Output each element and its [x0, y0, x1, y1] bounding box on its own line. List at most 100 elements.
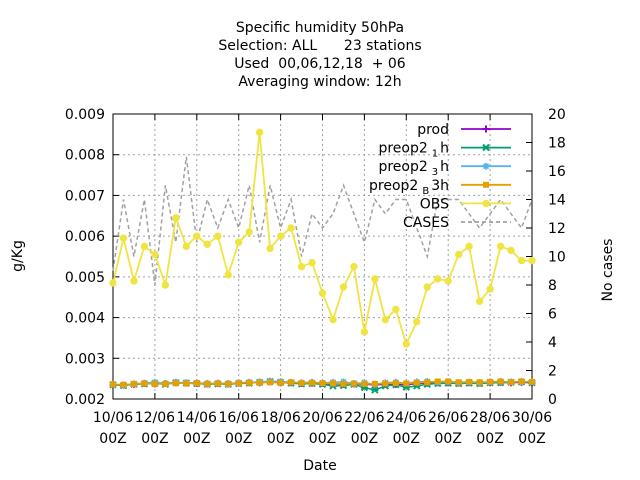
y-tick-label: 0.005 [65, 270, 105, 286]
legend-label: prod [417, 122, 449, 138]
preop2_B3h-point [413, 379, 420, 386]
legend-entry-preop2_3h: preop2 3 h [378, 159, 511, 178]
obs-point [140, 242, 149, 251]
y2-tick-label: 6 [548, 307, 557, 323]
preop2_B3h-point [466, 378, 473, 385]
y-tick-label: 0.009 [65, 107, 105, 123]
obs-point [465, 242, 473, 251]
title-line: Specific humidity 50hPa [236, 20, 404, 36]
y-tick-label: 0.002 [65, 392, 105, 408]
y-axis-label: g/Kg [10, 240, 26, 272]
obs-point [381, 315, 390, 324]
preop2_B3h-point [361, 380, 368, 387]
preop2_B3h-point [382, 380, 389, 387]
obs-point [318, 289, 327, 297]
obs-point [371, 275, 379, 283]
obs-point [203, 240, 211, 248]
preop2_B3h-point [455, 379, 462, 386]
x-tick-label-time: 00Z [225, 431, 252, 447]
legend-label: OBS [420, 196, 449, 212]
obs-point [517, 256, 526, 265]
obs-point [193, 232, 201, 240]
preop2_B3h-point [392, 380, 399, 387]
preop2_B3h-point [256, 379, 263, 386]
obs-point [496, 242, 505, 251]
x-tick-label: 12/06 [135, 410, 175, 426]
legend-label: preop2 1 h [378, 141, 449, 160]
grid-lines [113, 114, 532, 399]
x-tick-label: 18/06 [260, 410, 300, 426]
y-tick-label: 0.004 [65, 311, 105, 327]
legend-marker [482, 162, 490, 170]
obs-point [475, 297, 484, 305]
x-tick-label-time: 00Z [309, 431, 336, 447]
preop2_B3h-point [120, 381, 127, 388]
obs-point [161, 281, 170, 289]
series-layer [109, 128, 536, 394]
chart-title: Specific humidity 50hPa Selection: ALL 23… [218, 20, 421, 90]
preop2_B3h-point [141, 380, 148, 387]
obs-point [119, 234, 128, 242]
obs-point [297, 262, 306, 271]
y2-tick-label: 4 [548, 335, 557, 351]
y-tick-label: 0.007 [65, 188, 105, 204]
y2-tick-label: 20 [548, 107, 566, 123]
legend-marker [483, 181, 489, 188]
preop2_B3h-point [340, 380, 347, 387]
x-tick-label: 28/06 [470, 410, 510, 426]
x-tick-label-time: 00Z [518, 431, 545, 447]
legend-entry-prod: prod [417, 122, 511, 138]
legend-entry-cases: CASES [403, 215, 511, 231]
title-line: Averaging window: 12h [238, 74, 401, 90]
preop2_B3h-point [246, 379, 253, 386]
legend-label: CASES [403, 215, 449, 231]
obs-point [245, 228, 253, 236]
x-axis-ticks: 10/06 00Z 12/06 00Z 14/06 00Z 16/06 00Z 18/06 00Z… [93, 114, 552, 447]
plot-frame [112, 113, 533, 400]
legend-label-suffix: h [440, 141, 449, 157]
x-axis-label: Date [303, 458, 336, 474]
preop2_B3h-point [319, 380, 326, 387]
preop2_B3h-point [183, 380, 190, 387]
obs-point [402, 340, 410, 348]
obs-point [182, 242, 191, 251]
obs-point [454, 250, 463, 259]
preop2_B3h-point [225, 380, 232, 387]
preop2_B3h-point [267, 379, 274, 386]
obs-point [224, 271, 232, 279]
preop2_B3h-point [445, 378, 452, 385]
obs-point [350, 262, 358, 271]
preop2_B3h-point [487, 378, 494, 385]
legend-label-sub: 3 [432, 167, 438, 178]
obs-point [329, 315, 337, 324]
x-tick-label-time: 00Z [141, 431, 168, 447]
obs-point [392, 305, 400, 314]
obs-point [255, 128, 264, 137]
y2-tick-label: 0 [548, 392, 557, 408]
legend-marker [482, 199, 490, 208]
preop2_B3h-point [508, 379, 515, 386]
y-tick-label: 0.006 [65, 229, 105, 245]
y2-axis-label: No cases [600, 239, 616, 302]
obs-point [308, 258, 316, 267]
preop2_B3h-point [204, 380, 211, 387]
x-tick-label-time: 00Z [267, 431, 294, 447]
x-tick-label: 22/06 [344, 410, 384, 426]
preop2_B3h-point [403, 380, 410, 387]
y2-tick-label: 8 [548, 278, 557, 294]
title-line: Used 00,06,12,18 + 06 [234, 56, 406, 72]
y-axis-ticks: 0.002 0.003 0.004 0.005 0.006 0.007 0.008 0.009 [65, 107, 119, 408]
obs-point [287, 224, 295, 232]
obs-point [507, 246, 515, 255]
preop2_B3h-point [298, 380, 305, 387]
preop2_B3h-point [235, 380, 242, 387]
obs-point [444, 277, 452, 285]
y2-tick-label: 16 [548, 164, 566, 180]
y-tick-label: 0.003 [65, 351, 105, 367]
preop2_B3h-point [497, 378, 504, 385]
legend-label-sub: B [422, 186, 429, 197]
legend-label-sub: 1 [432, 149, 438, 160]
preop2_1h-point [371, 386, 379, 394]
obs-point [486, 285, 494, 293]
